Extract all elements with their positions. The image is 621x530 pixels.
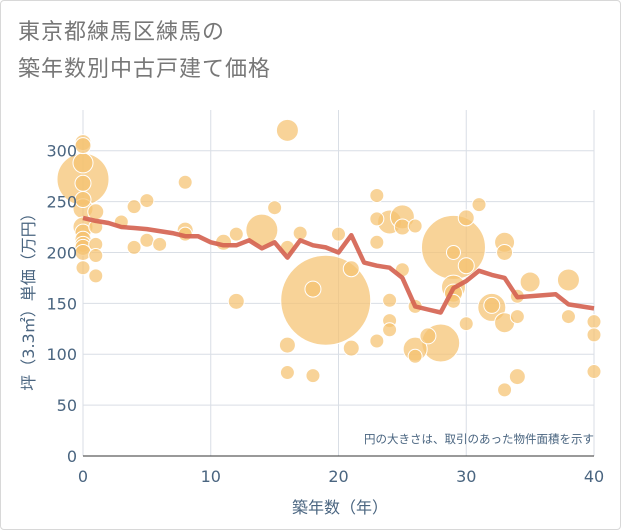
bubble-point bbox=[280, 254, 372, 346]
bubble-point bbox=[152, 236, 168, 252]
bubble-point bbox=[369, 333, 385, 349]
bubble-point bbox=[509, 309, 525, 325]
chart-title-line1: 東京都練馬区練馬の bbox=[18, 20, 226, 45]
bubble-point bbox=[586, 364, 602, 380]
bubble-layer bbox=[56, 118, 602, 398]
bubble-point bbox=[382, 292, 398, 308]
y-tick-label: 250 bbox=[46, 193, 77, 212]
bubble-point bbox=[458, 316, 474, 332]
y-tick-label: 150 bbox=[46, 294, 77, 313]
x-tick-label: 40 bbox=[584, 467, 604, 486]
y-tick-label: 50 bbox=[57, 396, 77, 415]
bubble-point bbox=[228, 226, 244, 242]
bubble-point bbox=[496, 243, 514, 261]
x-tick-label: 10 bbox=[201, 467, 221, 486]
y-tick-label: 0 bbox=[67, 447, 77, 466]
bubble-point bbox=[88, 268, 104, 284]
bubble-point bbox=[586, 327, 602, 343]
bubble-point bbox=[369, 187, 385, 203]
bubble-point bbox=[342, 339, 360, 357]
bubble-point bbox=[88, 248, 104, 264]
bubble-point bbox=[304, 280, 322, 298]
bubble-point bbox=[457, 257, 475, 275]
bubble-point bbox=[275, 118, 299, 142]
y-tick-label: 200 bbox=[46, 243, 77, 262]
bubble-point bbox=[556, 268, 580, 292]
x-tick-label: 30 bbox=[456, 467, 476, 486]
y-tick-label: 300 bbox=[46, 142, 77, 161]
bubble-point bbox=[519, 271, 541, 293]
bubble-point bbox=[292, 225, 308, 241]
bubble-size-note: 円の大きさは、取引のあった物件面積を示す bbox=[364, 432, 594, 446]
bubble-point bbox=[369, 211, 385, 227]
bubble-point bbox=[278, 336, 296, 354]
bubble-point bbox=[267, 200, 283, 216]
bubble-point bbox=[445, 244, 461, 260]
y-axis-label: 坪（3.3㎡）単価（万円） bbox=[19, 205, 38, 390]
bubble-point bbox=[305, 368, 321, 384]
bubble-point bbox=[139, 193, 155, 209]
bubble-point bbox=[139, 232, 155, 248]
bubble-point bbox=[586, 314, 602, 330]
chart-title: 東京都練馬区練馬の 築年数別中古戸建て価格 bbox=[18, 14, 271, 88]
bubble-point bbox=[177, 174, 193, 190]
bubble-point bbox=[74, 243, 92, 261]
bubble-point bbox=[419, 327, 437, 345]
bubble-point bbox=[508, 368, 526, 386]
bubble-point bbox=[227, 292, 245, 310]
bubble-point bbox=[382, 322, 398, 338]
bubble-point bbox=[126, 239, 142, 255]
x-axis-label: 築年数（年） bbox=[292, 498, 388, 517]
x-tick-label: 0 bbox=[78, 467, 88, 486]
bubble-point bbox=[407, 218, 423, 234]
bubble-point bbox=[407, 348, 423, 364]
bubble-point bbox=[126, 199, 142, 215]
bubble-point bbox=[279, 365, 295, 381]
average-price-line bbox=[82, 215, 595, 315]
bubble-point bbox=[331, 226, 346, 242]
chart-title-line2: 築年数別中古戸建て価格 bbox=[18, 57, 272, 82]
bubble-point bbox=[74, 137, 92, 155]
bubble-point bbox=[75, 260, 91, 276]
bubble-point bbox=[497, 382, 513, 398]
bubble-point bbox=[560, 309, 576, 325]
axis-ticks: 0 50 100 150 200 250 300 0 10 20 30 40 bbox=[46, 142, 604, 486]
bubble-point bbox=[457, 209, 475, 227]
bubble-point bbox=[369, 234, 385, 250]
bubble-point bbox=[74, 174, 92, 192]
bubble-point bbox=[483, 296, 501, 314]
bubble-point bbox=[342, 260, 360, 278]
bubble-point bbox=[471, 197, 487, 213]
bubble-point bbox=[74, 191, 92, 209]
y-tick-label: 100 bbox=[46, 345, 77, 364]
x-tick-label: 20 bbox=[328, 467, 348, 486]
